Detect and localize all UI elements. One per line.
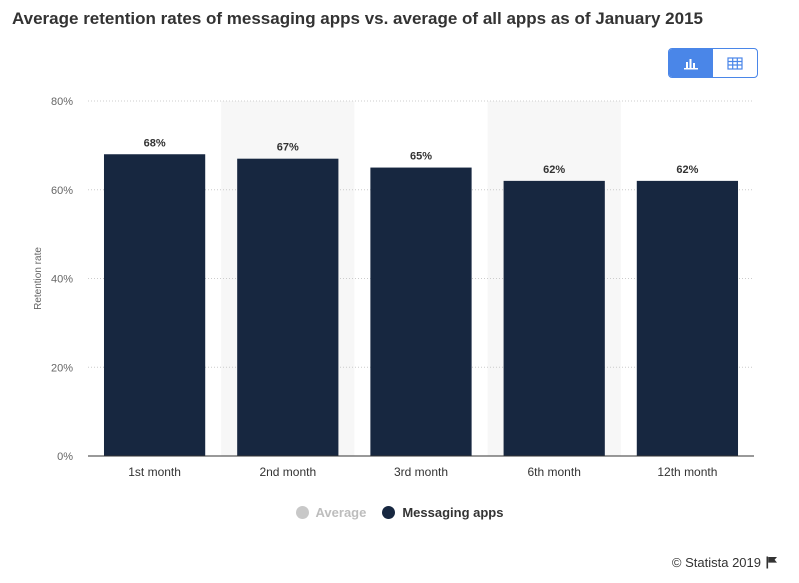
table-icon xyxy=(727,56,743,70)
y-tick-label: 60% xyxy=(51,185,73,197)
chart-view-button[interactable] xyxy=(669,49,713,77)
statista-credit[interactable]: © Statista 2019 xyxy=(671,555,761,570)
view-toggle xyxy=(668,48,758,78)
table-view-button[interactable] xyxy=(713,49,757,77)
data-label: 68% xyxy=(144,137,166,149)
y-tick-label: 0% xyxy=(57,451,73,463)
bar-2[interactable] xyxy=(370,167,472,456)
legend: Average Messaging apps xyxy=(0,505,799,520)
bar-1[interactable] xyxy=(237,158,339,456)
legend-item-0[interactable]: Average xyxy=(295,505,367,520)
legend-dot xyxy=(382,506,396,519)
x-tick-label: 1st month xyxy=(128,465,181,479)
y-tick-label: 20% xyxy=(51,362,73,374)
data-label: 62% xyxy=(543,164,565,176)
chart-title: Average retention rates of messaging app… xyxy=(12,9,703,28)
data-label: 65% xyxy=(410,151,432,163)
y-tick-label: 80% xyxy=(51,96,73,108)
bar-chart-icon xyxy=(684,59,698,70)
x-tick-label: 12th month xyxy=(657,465,717,479)
y-axis-label: Retention rate xyxy=(33,247,44,310)
bar-3[interactable] xyxy=(503,180,605,456)
bar-0[interactable] xyxy=(103,154,206,456)
bar-4[interactable] xyxy=(636,180,739,456)
y-tick-label: 40% xyxy=(51,274,73,286)
legend-dot xyxy=(295,506,309,519)
data-label: 67% xyxy=(277,142,299,154)
legend-label: Average xyxy=(315,505,367,520)
legend-item-1[interactable]: Messaging apps xyxy=(382,505,503,520)
x-tick-label: 3rd month xyxy=(394,465,448,479)
x-tick-label: 2nd month xyxy=(259,465,316,479)
x-tick-label: 6th month xyxy=(528,465,581,479)
bar-chart: 68% 67% 65% 62% 62% 0% 20% 40% 60% 80% Retention … xyxy=(33,96,754,479)
data-label: 62% xyxy=(676,164,698,176)
legend-label: Messaging apps xyxy=(402,505,504,520)
flag-icon[interactable] xyxy=(766,556,778,569)
